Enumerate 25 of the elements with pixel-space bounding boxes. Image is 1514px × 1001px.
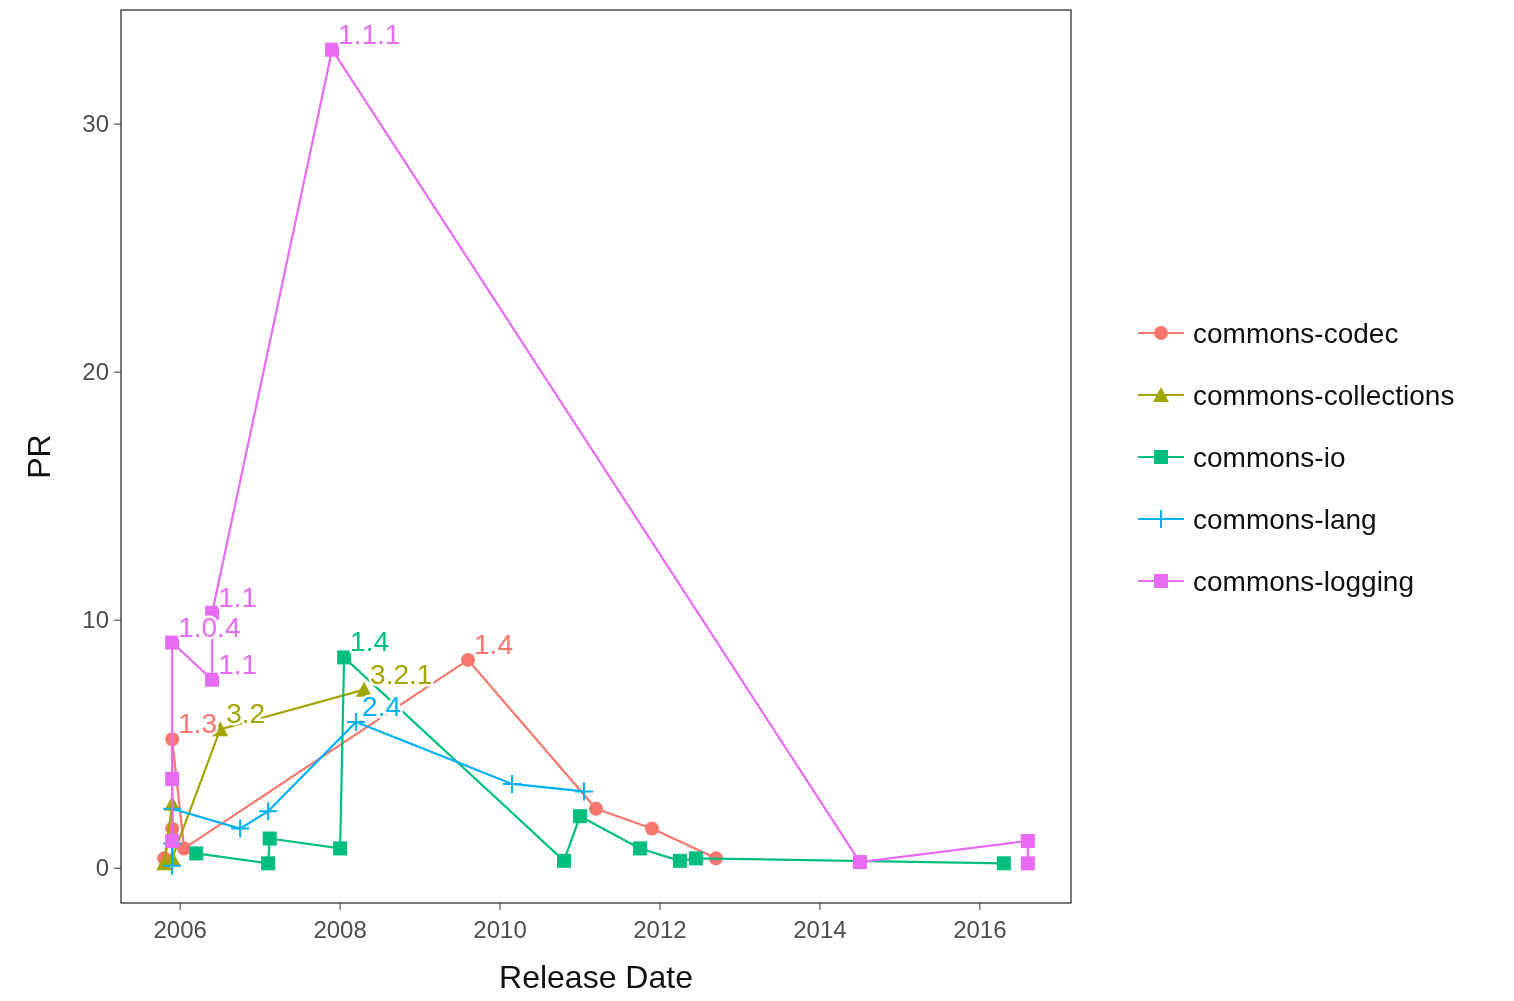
legend-label: commons-logging [1193,566,1414,597]
y-axis-title: PR [21,434,57,479]
x-tick-label: 2012 [633,916,687,943]
annotation: 1.1.1 [338,18,401,50]
x-tick-label: 2010 [473,916,527,943]
annotation: 3.2.1 [370,658,433,690]
x-tick-label: 2006 [153,916,207,943]
legend-label: commons-codec [1193,318,1399,349]
annotation: 1.3 [178,708,218,740]
annotation: 1.1 [218,648,258,680]
annotation: 1.4 [474,628,513,660]
annotation: 1.1 [218,581,258,613]
y-tick-label: 30 [82,110,109,138]
legend-label: commons-collections [1193,380,1455,411]
y-tick-label: 10 [82,606,109,634]
legend-label: commons-io [1193,442,1346,473]
x-tick-label: 2016 [953,916,1007,943]
x-tick-label: 2008 [313,916,367,943]
annotation: 3.2 [226,698,266,730]
y-tick-label: 20 [82,358,109,386]
x-axis-title: Release Date [499,959,693,995]
annotation: 1.4 [350,626,390,658]
legend-label: commons-lang [1193,504,1377,535]
y-tick-label: 0 [95,854,109,882]
x-tick-label: 2014 [793,916,847,943]
